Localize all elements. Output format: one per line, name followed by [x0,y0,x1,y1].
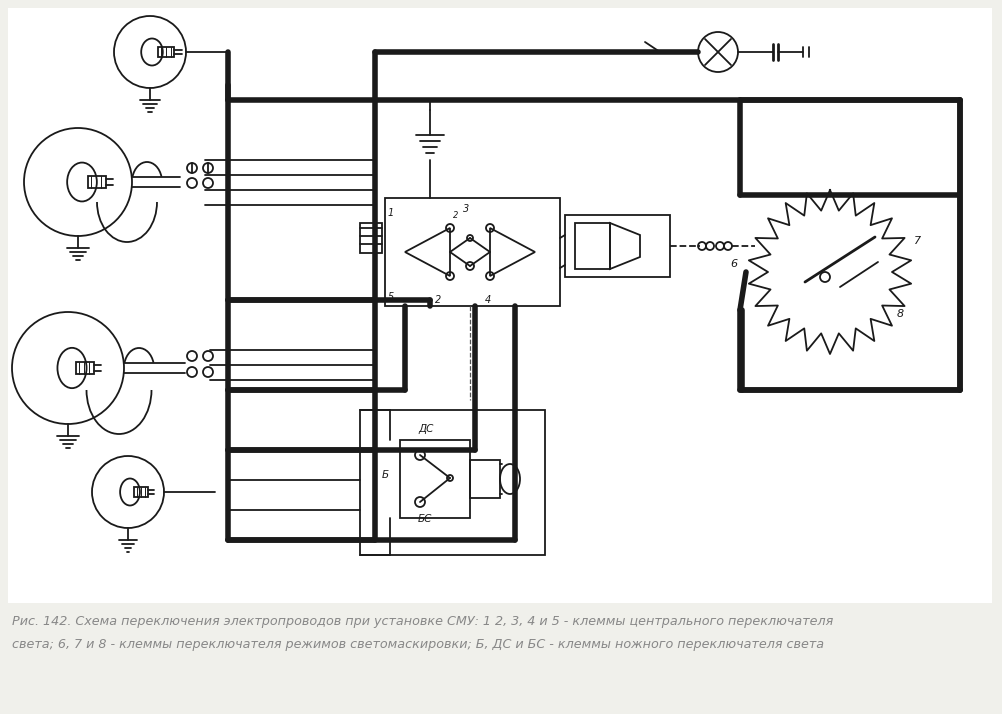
Bar [76,362,94,374]
Text: света; 6, 7 и 8 - клеммы переключателя режимов светомаскировки; Б, ДС и БС - кле: света; 6, 7 и 8 - клеммы переключателя р… [12,638,824,651]
Text: Рис. 142. Схема переключения электропроводов при установке СМУ: 1 2, 3, 4 и 5 - : Рис. 142. Схема переключения электропров… [12,615,834,628]
Bar [575,223,610,269]
Bar [8,8,992,603]
Bar [360,223,382,253]
Bar [470,460,500,498]
Bar [565,215,670,277]
Text: 2: 2 [453,211,458,220]
Text: 7: 7 [914,236,921,246]
Text: 6: 6 [730,259,737,269]
Text: 5: 5 [388,292,394,302]
Bar [158,47,174,57]
Text: Б: Б [382,470,389,480]
Text: 3: 3 [463,204,469,214]
Text: 1: 1 [388,208,394,218]
Text: 4: 4 [485,295,491,305]
Bar [385,198,560,306]
Bar [134,487,148,497]
Bar [360,410,545,555]
Text: 2: 2 [435,295,441,305]
Bar [88,176,106,188]
Bar [400,440,470,518]
Text: 8: 8 [897,309,904,319]
Text: ДС: ДС [418,424,434,434]
Text: БС: БС [418,514,433,524]
